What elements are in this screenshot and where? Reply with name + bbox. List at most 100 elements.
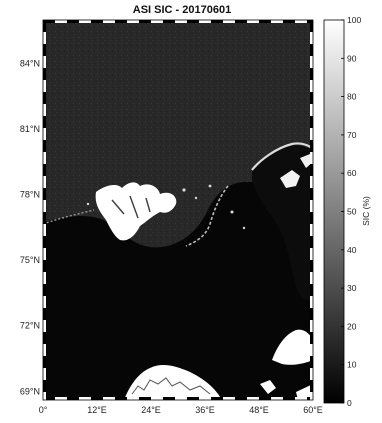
frame-segment (283, 20, 295, 23)
frame-segment (115, 397, 127, 400)
frame-segment (235, 20, 247, 23)
kola-coast-land (124, 365, 222, 400)
map-frame (43, 20, 313, 400)
frame-segment (43, 392, 46, 400)
frame-segment (43, 272, 46, 284)
frame-segment (43, 380, 46, 392)
frame-segment (103, 397, 115, 400)
frame-segment (43, 212, 46, 224)
frame-segment (43, 248, 46, 260)
frame-segment (43, 224, 46, 236)
frame-segment (310, 272, 313, 284)
frame-segment (211, 20, 223, 23)
frame-segment (43, 332, 46, 344)
frame-segment (310, 344, 313, 356)
ice-edge-west (42, 209, 95, 225)
frame-segment (175, 397, 187, 400)
frame-segment (127, 20, 139, 23)
frame-segment (43, 44, 46, 56)
frame-segment (310, 140, 313, 152)
longitude-label: 12°E (87, 405, 107, 415)
frame-segment (283, 397, 295, 400)
frame-segment (310, 44, 313, 56)
frame-segment (43, 92, 46, 104)
frame-segment (310, 104, 313, 116)
frame-segment (310, 116, 313, 128)
colorbar-tick-label: 60 (347, 168, 357, 178)
frame-segment (310, 380, 313, 392)
frame-segment (55, 20, 67, 23)
frame-segment (187, 397, 199, 400)
frame-segment (163, 20, 175, 23)
frame-segment (310, 188, 313, 200)
novaya-zemlya-land (252, 145, 313, 301)
frame-segment (310, 32, 313, 44)
longitude-label: 48°E (249, 405, 269, 415)
frame-segment (43, 20, 55, 23)
frame-segment (310, 56, 313, 68)
frame-segment (310, 320, 313, 332)
frame-segment (43, 236, 46, 248)
colorbar-ticks: 0 10 20 30 40 50 60 70 80 90 100 (341, 15, 361, 408)
longitude-label: 24°E (141, 405, 161, 415)
frame-segment (295, 397, 307, 400)
frame-segment (163, 397, 175, 400)
frame-segment (151, 20, 163, 23)
longitude-label: 0° (39, 405, 48, 415)
frame-segment (310, 164, 313, 176)
frame-segment (310, 392, 313, 400)
frame-segment (310, 68, 313, 80)
colorbar-tick-label: 30 (347, 283, 357, 293)
colorbar-tick-label: 80 (347, 92, 357, 102)
frame-segment (259, 397, 271, 400)
frame-segment (79, 397, 91, 400)
longitude-label: 60°E (303, 405, 323, 415)
frame-segment (223, 20, 235, 23)
frame-segment (43, 68, 46, 80)
frame-segment (310, 308, 313, 320)
frame-segment (247, 397, 259, 400)
frame-segment (43, 284, 46, 296)
svalbard-fjords (111, 195, 151, 219)
colorbar-label: SIC (%) (361, 196, 371, 226)
frame-segment (91, 20, 103, 23)
frame-segment (235, 397, 247, 400)
frame-segment (310, 92, 313, 104)
frame-segment (310, 248, 313, 260)
colorbar: 0 10 20 30 40 50 60 70 80 90 100 SIC (%) (323, 15, 371, 408)
frame-segment (247, 20, 259, 23)
frame-segment (43, 397, 55, 400)
frame-segment (310, 80, 313, 92)
frame-segment (43, 344, 46, 356)
frame-segment (43, 308, 46, 320)
frame-segment (43, 296, 46, 308)
frame-segment (199, 397, 211, 400)
frame-segment (43, 200, 46, 212)
frame-segment (310, 356, 313, 368)
colorbar-tick-label: 50 (347, 207, 357, 217)
frame-segment (310, 284, 313, 296)
frame-segment (43, 260, 46, 272)
frame-segment (310, 260, 313, 272)
map-title: ASI SIC - 20170601 (133, 4, 231, 16)
frame-segment (79, 20, 91, 23)
frame-segment (43, 104, 46, 116)
frame-segment (43, 188, 46, 200)
frame-segment (43, 128, 46, 140)
frame-segment (310, 128, 313, 140)
kola-coast-noise (131, 377, 211, 395)
frame-segment (271, 20, 283, 23)
frame-segment (199, 20, 211, 23)
frame-segment (43, 164, 46, 176)
longitude-label: 36°E (195, 405, 215, 415)
frame-segment (175, 20, 187, 23)
frame-segment (151, 397, 163, 400)
frame-segment (43, 116, 46, 128)
colorbar-tick-label: 20 (347, 321, 357, 331)
frame-segment (91, 397, 103, 400)
frame-segment (115, 20, 127, 23)
frame-segment (211, 397, 223, 400)
franz-josef-land (280, 154, 313, 188)
latitude-label: 84°N (20, 59, 40, 69)
